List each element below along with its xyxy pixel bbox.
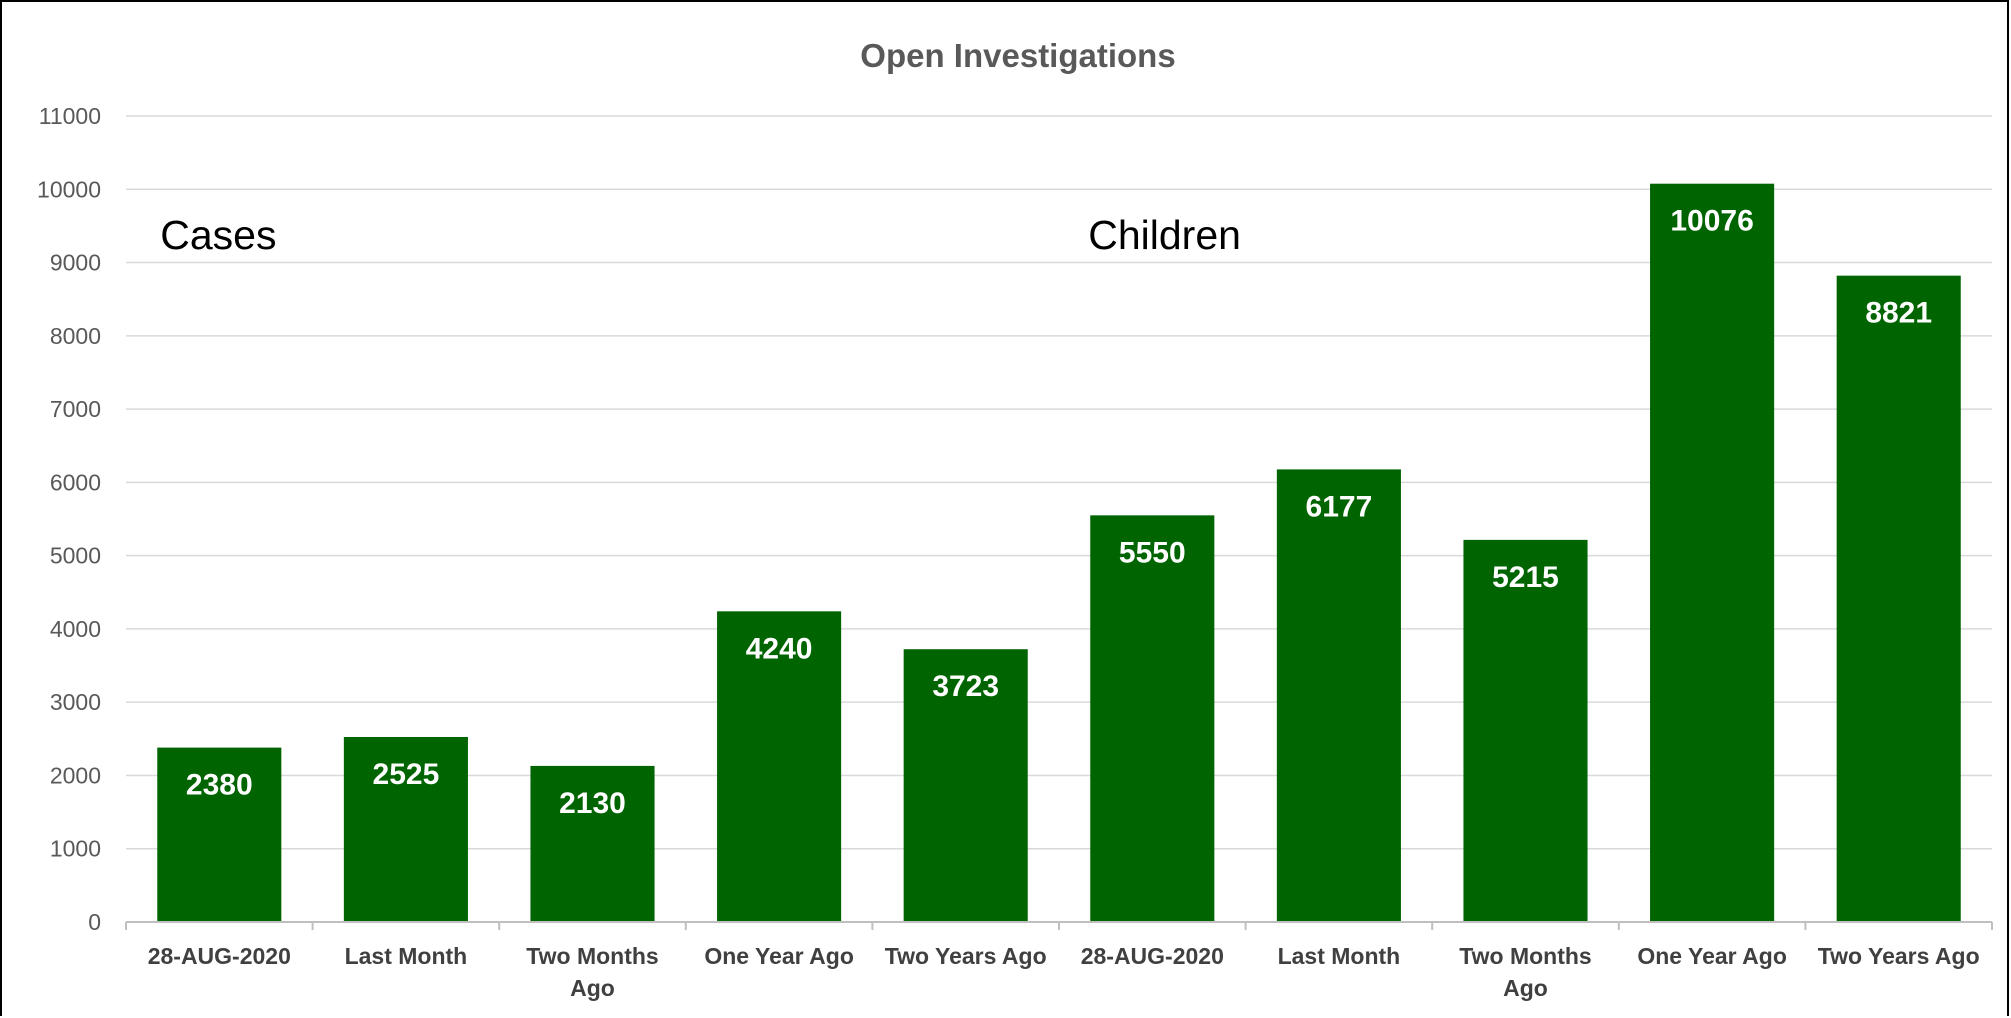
x-tick-label: Last Month	[1278, 943, 1401, 969]
x-tick-label-line: Two Months	[1459, 943, 1591, 969]
y-tick-label: 11000	[39, 103, 101, 129]
bar	[1276, 469, 1401, 922]
x-tick-label-line: Last Month	[345, 943, 468, 969]
y-axis-ticks: 0 1000 2000 3000 4000 5000 6000 7000 8000 9000 100…	[37, 103, 101, 935]
bar	[1836, 275, 1961, 923]
y-tick-label: 4000	[50, 616, 101, 642]
bar	[530, 765, 655, 922]
x-tick-label-line: Two Months	[526, 943, 658, 969]
x-tick-label-line: Last Month	[1278, 943, 1401, 969]
data-label: 2525	[373, 758, 440, 791]
bar	[343, 736, 468, 922]
data-label: 3723	[932, 670, 999, 703]
data-label: 8821	[1865, 297, 1932, 330]
x-tick-label-line: One Year Ago	[704, 943, 854, 969]
bar	[1090, 515, 1215, 922]
x-tick-label-line: Ago	[570, 975, 615, 1001]
data-label: 2130	[559, 787, 626, 820]
x-axis-ticks: 28-AUG-2020 Last Month Two Months Ago One Ye…	[148, 943, 1980, 1001]
bar	[157, 747, 282, 922]
chart-title: Open Investigations	[860, 37, 1175, 74]
y-tick-label: 2000	[50, 762, 101, 788]
data-label: 2380	[186, 769, 253, 802]
x-tick-label-line: Two Years Ago	[885, 943, 1047, 969]
bar	[717, 611, 842, 922]
y-tick-label: 8000	[50, 323, 101, 349]
x-tick-label: Two Years Ago	[885, 943, 1047, 969]
x-tick-label: 28-AUG-2020	[148, 943, 291, 969]
x-tick-label-line: Ago	[1503, 975, 1548, 1001]
y-tick-label: 5000	[50, 543, 101, 569]
data-label: 10076	[1670, 205, 1753, 238]
x-tick-label: Two Years Ago	[1818, 943, 1980, 969]
data-labels: 2380 2525 2130 4240 3723 5550 6177 5215 10076 882…	[186, 205, 1932, 820]
x-tick-label: One Year Ago	[704, 943, 854, 969]
data-label: 6177	[1306, 490, 1373, 523]
x-tick-label-line: Two Years Ago	[1818, 943, 1980, 969]
y-tick-label: 7000	[50, 396, 101, 422]
bar	[903, 649, 1028, 922]
y-tick-label: 0	[88, 909, 101, 935]
x-tick-label: 28-AUG-2020	[1081, 943, 1224, 969]
x-tick-label: One Year Ago	[1637, 943, 1787, 969]
x-tick-label-line: 28-AUG-2020	[1081, 943, 1224, 969]
x-axis	[125, 921, 1993, 930]
y-tick-label: 6000	[50, 469, 101, 495]
group-annotation: Cases	[160, 212, 276, 258]
y-tick-label: 3000	[50, 689, 101, 715]
data-label: 5550	[1119, 536, 1186, 569]
x-tick-label: Last Month	[345, 943, 468, 969]
group-annotation: Children	[1088, 212, 1241, 258]
y-tick-label: 9000	[50, 250, 101, 276]
group-annotations: Cases Children	[160, 212, 1241, 258]
bar	[1463, 539, 1588, 922]
x-tick-label: Two Months Ago	[1459, 943, 1591, 1001]
data-label: 5215	[1492, 561, 1559, 594]
y-tick-label: 1000	[50, 836, 101, 862]
x-tick-label-line: One Year Ago	[1637, 943, 1787, 969]
bars	[157, 183, 1961, 923]
y-tick-label: 10000	[37, 176, 101, 202]
x-tick-label-line: 28-AUG-2020	[148, 943, 291, 969]
bar	[1650, 183, 1775, 923]
x-tick-label: Two Months Ago	[526, 943, 658, 1001]
data-label: 4240	[746, 632, 813, 665]
